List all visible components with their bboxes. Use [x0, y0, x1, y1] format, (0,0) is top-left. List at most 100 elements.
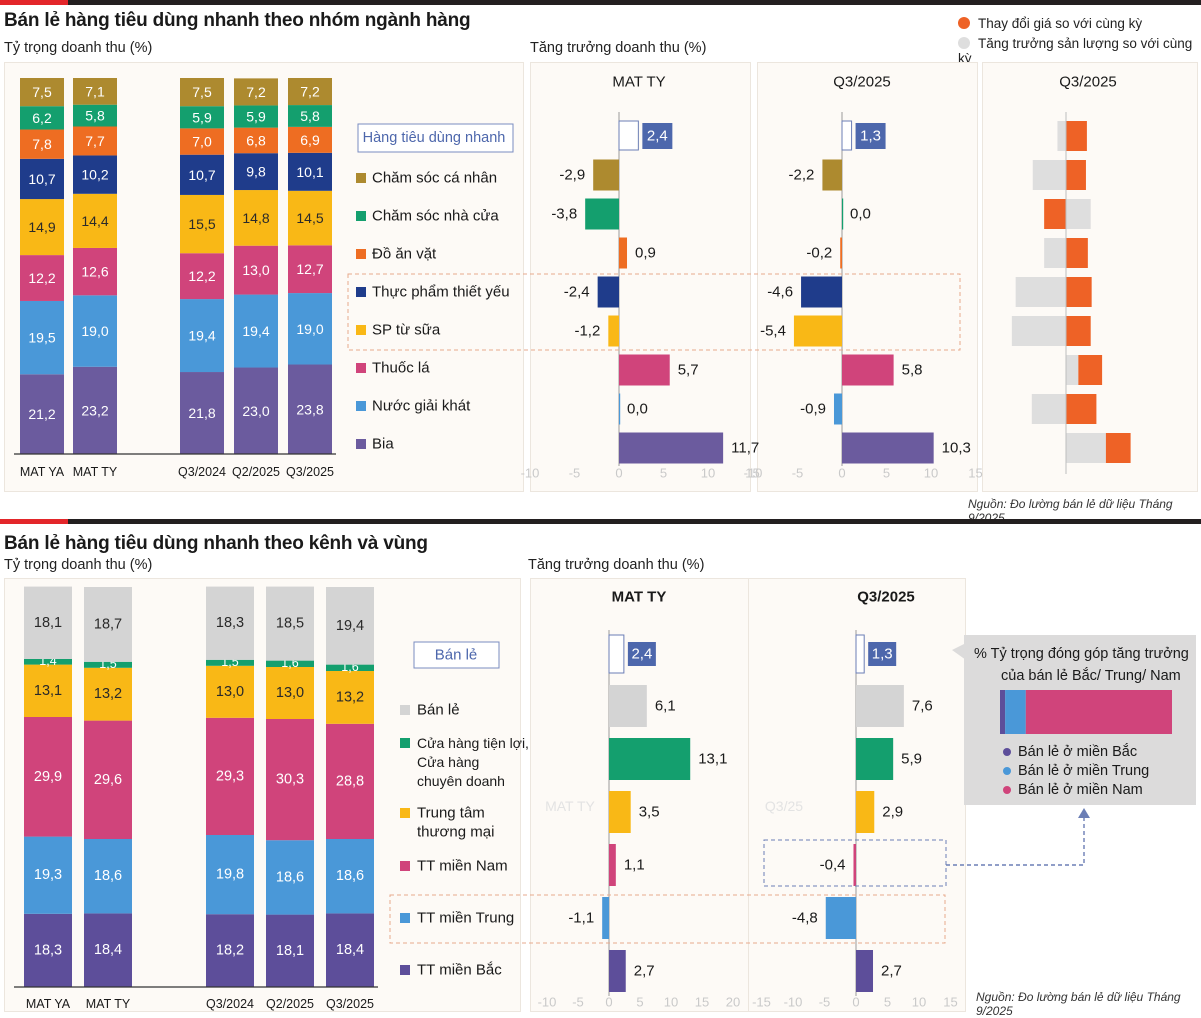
growth-tick: 5 — [883, 466, 890, 481]
growth-bar — [619, 393, 621, 425]
stack2-label: 13,0 — [216, 684, 244, 700]
stack-seg-bia — [180, 372, 224, 454]
fmcg-total-box — [642, 123, 673, 149]
legend-swatch-thuoc-la — [356, 363, 366, 373]
decomp-volume-bar — [1057, 121, 1066, 151]
stack-seg-sp-tu-sua — [234, 190, 278, 246]
stack-seg-do-an-vat — [180, 128, 224, 155]
fmcg-total-box — [855, 123, 886, 149]
s2-growth-tick: -10 — [538, 995, 557, 1010]
stack-seg-cham-soc-nha-cua — [20, 106, 64, 130]
stack-label: 19,0 — [81, 323, 108, 339]
contribution-link-box — [763, 839, 947, 887]
s2-growth-tick: -5 — [819, 995, 831, 1010]
stack-label: 12,6 — [81, 264, 108, 280]
decomp-volume-bar — [1066, 355, 1079, 385]
stack-seg-sp-tu-sua — [73, 193, 117, 248]
stack-label: 5,8 — [300, 108, 320, 124]
s2-growth-bar — [825, 897, 856, 939]
fmcg-total-bar — [841, 120, 853, 151]
s2-growth-bar-label: 3,5 — [639, 804, 660, 821]
legend-swatch-thuc-pham-thiet-yeu — [356, 287, 366, 297]
growth-bar-label: -4,6 — [767, 284, 793, 301]
s2-growth-bar-label: -1,1 — [568, 910, 594, 927]
stack-label: 19,4 — [242, 323, 269, 339]
stack2-seg-tt-mien-bac — [24, 913, 72, 987]
stack-label: 14,5 — [296, 210, 323, 226]
s2-growth-bar — [856, 950, 874, 992]
stack2-seg-tt-mien-nam — [266, 719, 314, 841]
stack-label: 9,8 — [246, 164, 266, 180]
section-1-title: Bán lẻ hàng tiêu dùng nhanh theo nhóm ng… — [4, 10, 471, 31]
stack-label: 7,8 — [32, 136, 52, 152]
s2-growth-tick: 20 — [726, 995, 740, 1010]
stack2-label: 18,3 — [34, 942, 62, 958]
stack-label: 7,2 — [246, 84, 266, 100]
section-1-rule — [0, 0, 1201, 5]
stack2-seg-tt-mien-trung — [84, 839, 132, 914]
stack2-seg-trung-tam-thuong-mai — [326, 671, 374, 724]
decomp-price-bar — [1066, 277, 1092, 307]
stack-label: 21,2 — [28, 406, 55, 422]
fmcg-total-label: 1,3 — [860, 128, 881, 145]
stack-seg-cham-soc-ca-nhan — [288, 78, 332, 106]
s2-legend-swatch — [400, 965, 410, 975]
stack2-seg-tt-mien-bac — [84, 913, 132, 987]
stack-seg-bia — [234, 367, 278, 454]
decomp-volume-bar — [1011, 316, 1066, 346]
stack-label: 7,5 — [32, 84, 52, 100]
stack2-label: 13,2 — [336, 689, 364, 705]
s2-legend-swatch — [400, 861, 410, 871]
growth-bar — [842, 198, 844, 230]
stack-label: 6,8 — [246, 132, 266, 148]
legend-swatch-sp-tu-sua — [356, 325, 366, 335]
growth-bar — [842, 432, 934, 464]
decomp-volume-bar — [1031, 394, 1066, 424]
stack-label: 19,4 — [188, 328, 215, 344]
stack-seg-cham-soc-nha-cua — [234, 105, 278, 128]
stack-label: 7,1 — [85, 83, 105, 99]
growth-tick: -5 — [792, 466, 804, 481]
s2-growth-tick: 15 — [695, 995, 709, 1010]
decomp-volume-bar — [1066, 199, 1091, 229]
growth-bar-label: -1,2 — [574, 323, 600, 340]
stack-label: 5,9 — [246, 109, 266, 125]
info-legend-label: Bán lẻ ở miền Trung — [1018, 763, 1149, 779]
fmcg-box-label: Hàng tiêu dùng nhanh — [363, 130, 506, 146]
stack-xlabel: Q3/2025 — [286, 465, 334, 479]
stack2-xlabel: MAT YA — [26, 997, 71, 1011]
stack2-seg-cua-hang-tien-loi-cua-hang-chuyen-doanh — [206, 659, 254, 666]
decomp-volume-bar — [1015, 277, 1066, 307]
legend-label-do-an-vat: Đồ ăn vặt — [372, 246, 437, 263]
growth-bar — [593, 159, 619, 191]
retail-total-box — [868, 642, 897, 666]
stack-seg-bia — [73, 366, 117, 454]
growth-bar-label: 11,7 — [731, 440, 759, 457]
stack2-seg-trung-tam-thuong-mai — [24, 664, 72, 717]
s2-growth-bar — [609, 950, 626, 992]
s2-growth-bar-label: 7,6 — [912, 698, 933, 715]
stack-label: 6,2 — [32, 110, 52, 126]
retail-total-label: 1,3 — [872, 646, 893, 663]
growth-bar-label: -5,4 — [760, 323, 786, 340]
watermark-matty: MAT TY — [545, 798, 595, 814]
stack-seg-cham-soc-ca-nhan — [180, 78, 224, 107]
stack-seg-cham-soc-nha-cua — [288, 105, 332, 127]
stack2-seg-trung-tam-thuong-mai — [84, 667, 132, 721]
growth-bar-label: -0,2 — [806, 245, 832, 262]
growth-bar — [842, 354, 894, 386]
stack-seg-bia — [288, 364, 332, 454]
s2-legend-label: thương mại — [417, 824, 494, 841]
stack2-xlabel: Q3/2024 — [206, 997, 254, 1011]
stack2-seg-cua-hang-tien-loi-cua-hang-chuyen-doanh — [84, 661, 132, 668]
stack2-label: 19,4 — [336, 618, 364, 634]
stack-label: 12,2 — [188, 268, 215, 284]
stack2-seg-tt-mien-bac — [206, 914, 254, 987]
stack-label: 5,9 — [192, 109, 212, 125]
legend-volume-dot — [958, 37, 970, 49]
stack2-seg-tt-mien-bac — [266, 914, 314, 987]
legend-price: Thay đổi giá so với cùng kỳ — [958, 16, 1142, 31]
s1-matty-panel — [530, 62, 751, 492]
s2-legend-swatch — [400, 913, 410, 923]
s2-growth-tick: -15 — [752, 995, 771, 1010]
